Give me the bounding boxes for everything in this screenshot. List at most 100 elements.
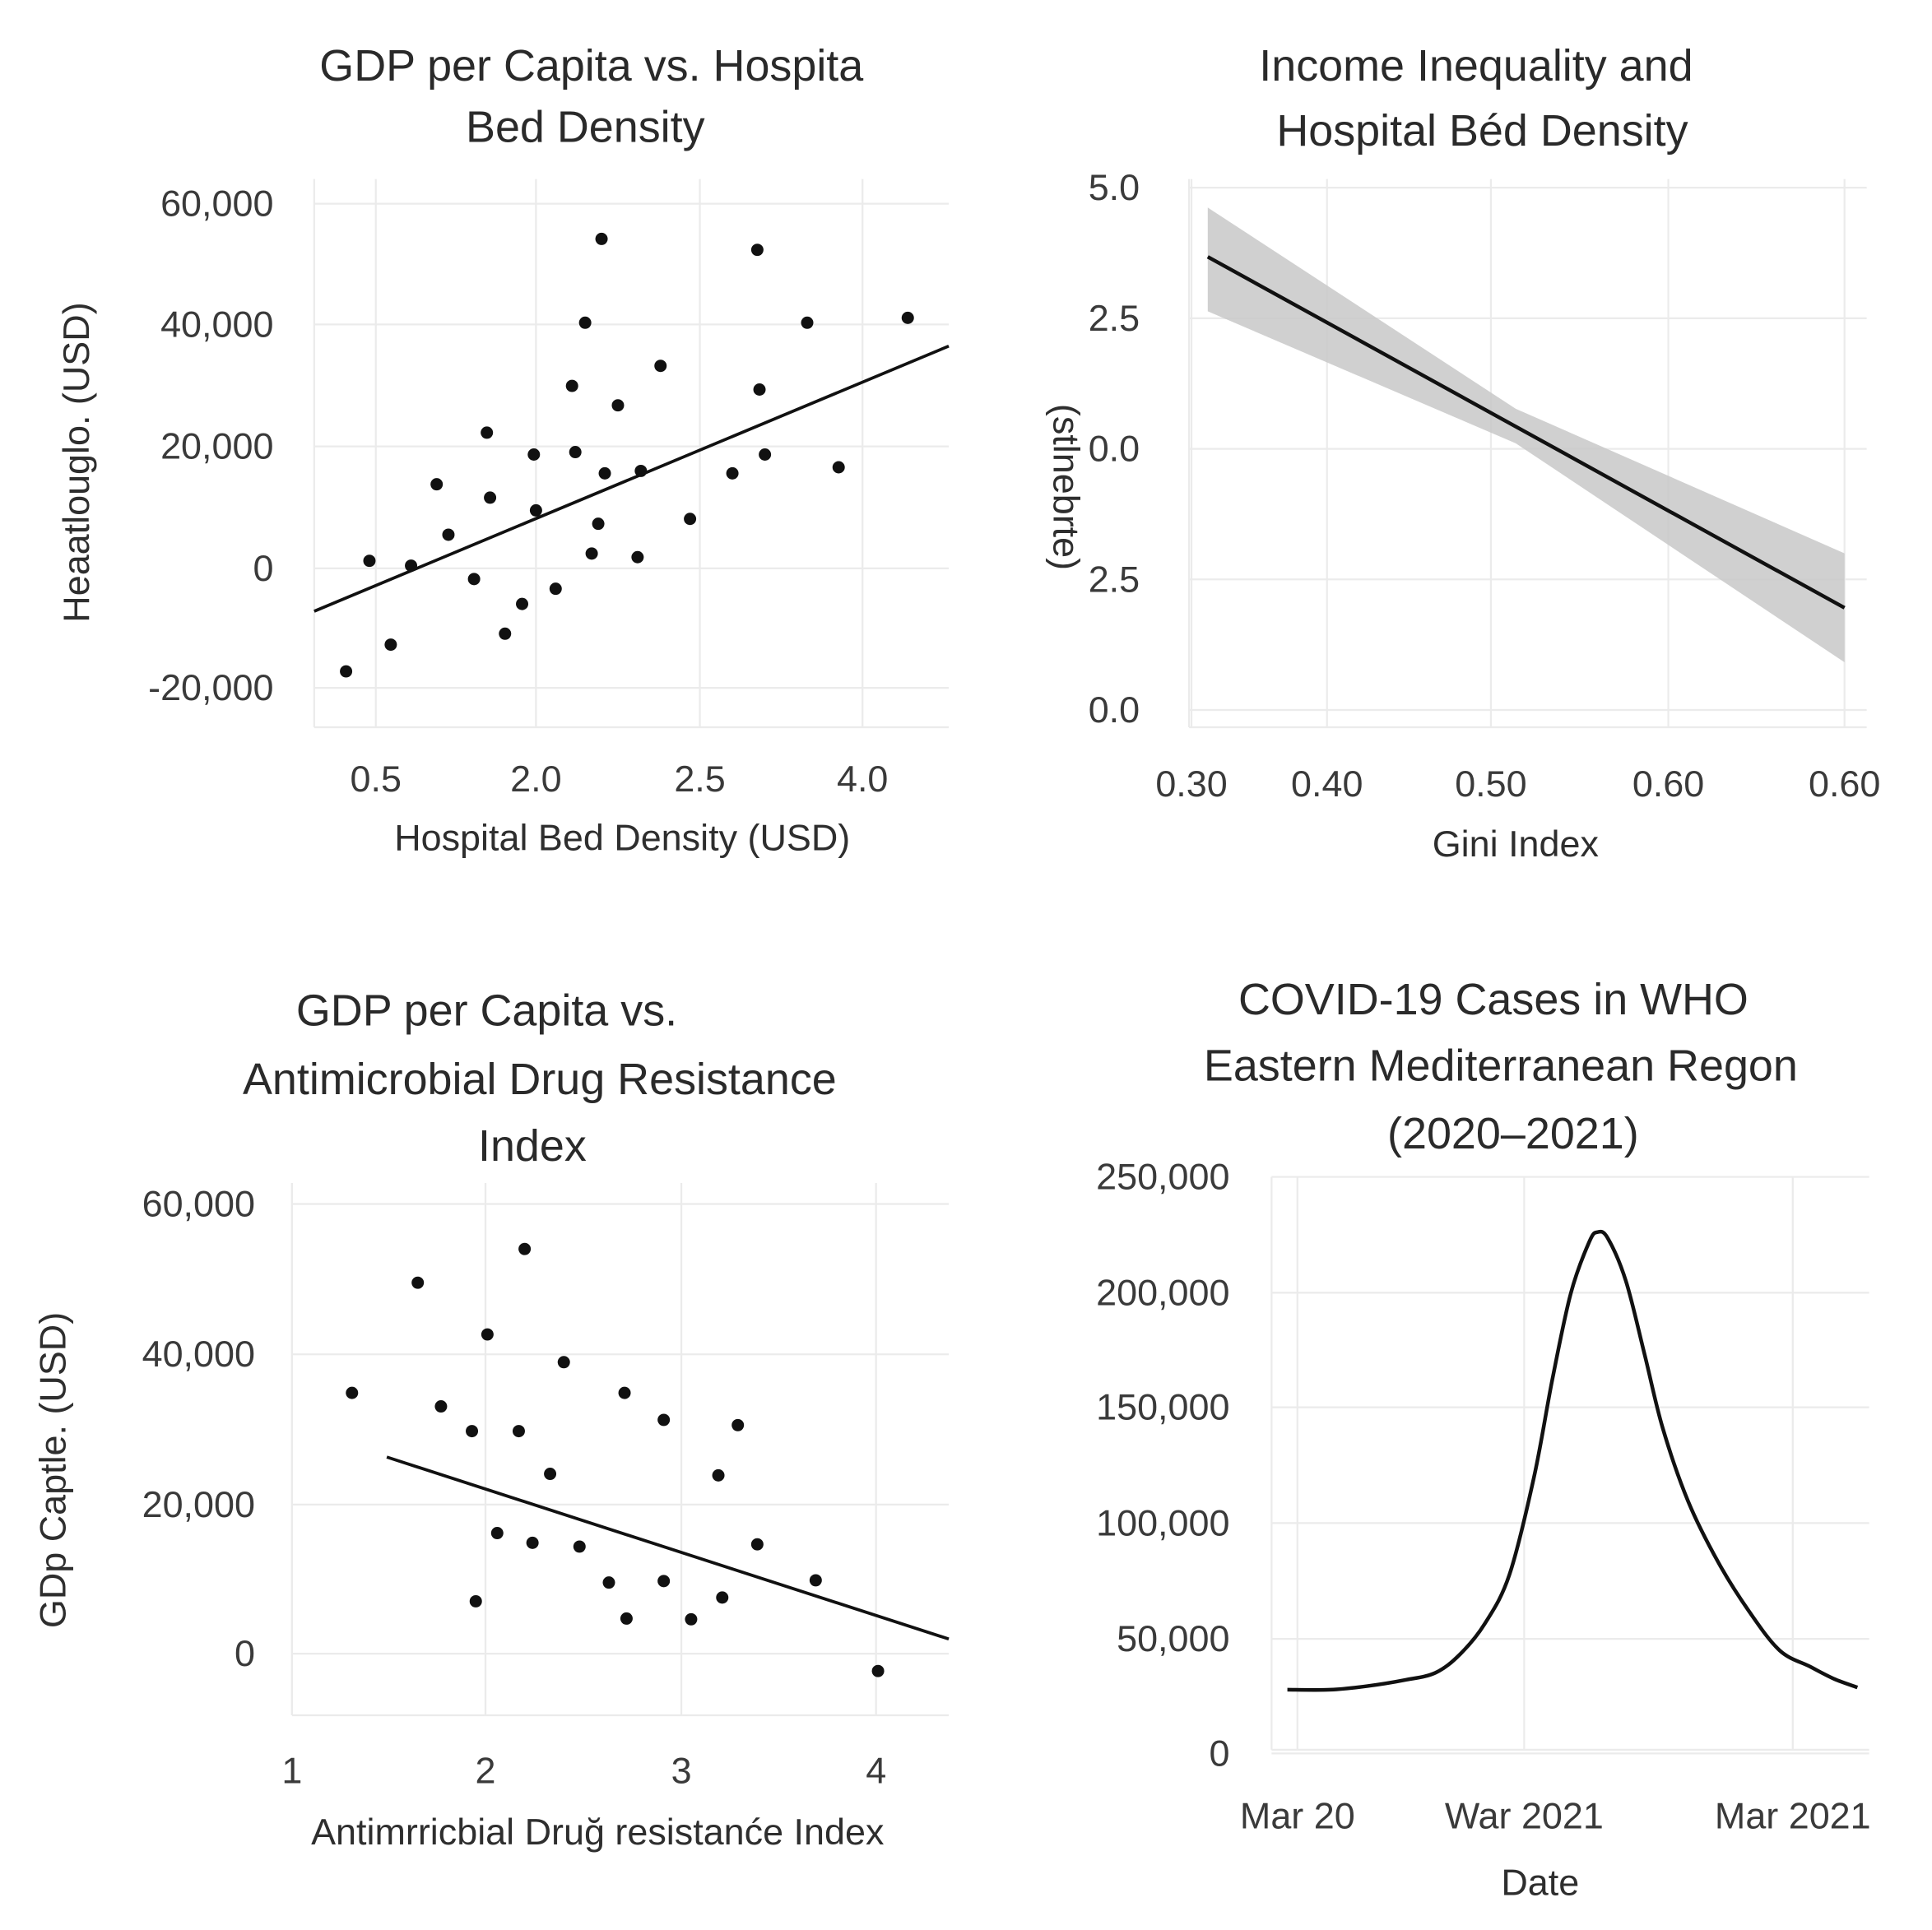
data-point bbox=[611, 399, 625, 412]
data-point bbox=[434, 1400, 448, 1413]
x-tick-label: 0.5 bbox=[351, 758, 402, 800]
y-tick-label: 0 bbox=[235, 1632, 255, 1674]
data-point bbox=[750, 244, 764, 257]
data-point bbox=[499, 627, 512, 640]
chart-title-line: COVID-19 Cases in WHO bbox=[1238, 975, 1749, 1024]
y-tick-label: 2.5 bbox=[1089, 558, 1140, 600]
data-point bbox=[750, 1538, 764, 1551]
chart-title-line: (2020–2021) bbox=[1387, 1109, 1639, 1158]
x-tick-label: 0.30 bbox=[1155, 763, 1227, 805]
panel-inequality-vs-bed-density: Income Inequality and Hospital Béd Densi… bbox=[1045, 41, 1880, 865]
data-point bbox=[529, 503, 542, 517]
chart-title-line: Income Inequality and bbox=[1259, 41, 1693, 90]
data-point bbox=[684, 513, 697, 526]
data-point bbox=[544, 1468, 557, 1481]
data-point bbox=[712, 1468, 725, 1482]
panel-gdp-vs-antimicrobial-resistance: GDP per Capita vs. Antimicrobial Drug Re… bbox=[31, 986, 950, 1853]
data-point bbox=[716, 1591, 729, 1604]
x-axis-label: Gini Index bbox=[1433, 823, 1599, 865]
data-point bbox=[549, 582, 562, 596]
data-point bbox=[620, 1612, 633, 1625]
y-tick-label: 40,000 bbox=[160, 303, 273, 345]
chart-title-line: Index bbox=[478, 1121, 587, 1171]
data-point bbox=[518, 1242, 532, 1255]
x-tick-label: 0.40 bbox=[1291, 763, 1363, 805]
regression-line bbox=[386, 1455, 950, 1641]
data-point bbox=[809, 1574, 822, 1587]
data-point bbox=[578, 316, 592, 329]
y-axis-label: GDp Captle. (USD) bbox=[31, 1312, 73, 1628]
data-point bbox=[466, 1425, 479, 1438]
data-point bbox=[602, 1576, 615, 1589]
data-point bbox=[467, 573, 481, 586]
data-point bbox=[871, 1664, 885, 1677]
y-tick-label: -20,000 bbox=[148, 666, 273, 708]
data-point bbox=[801, 316, 814, 329]
y-tick-label: 2.5 bbox=[1089, 297, 1140, 339]
x-tick-label: 2 bbox=[476, 1749, 496, 1791]
x-tick-label: 4 bbox=[866, 1749, 886, 1791]
data-point bbox=[557, 1356, 570, 1369]
data-point bbox=[631, 550, 644, 564]
gridlines bbox=[290, 1183, 950, 1717]
y-tick-label: 100,000 bbox=[1096, 1501, 1229, 1543]
data-point bbox=[512, 1425, 525, 1438]
gridlines bbox=[313, 179, 950, 729]
data-point bbox=[598, 466, 611, 480]
data-point bbox=[657, 1413, 671, 1427]
x-tick-label: War 2021 bbox=[1445, 1795, 1604, 1837]
data-point bbox=[340, 665, 353, 678]
regression-line bbox=[313, 344, 950, 613]
data-point bbox=[618, 1386, 631, 1399]
data-point bbox=[569, 446, 582, 459]
data-point bbox=[753, 383, 766, 396]
y-tick-label: 20,000 bbox=[142, 1483, 255, 1525]
data-point bbox=[573, 1540, 586, 1553]
x-tick-label: Mar 2021 bbox=[1715, 1795, 1871, 1837]
x-tick-label: 1 bbox=[281, 1749, 302, 1791]
x-tick-label: 2.0 bbox=[510, 758, 561, 800]
data-point bbox=[481, 1328, 494, 1341]
chart-title-line: Hospital Béd Density bbox=[1276, 106, 1688, 155]
data-point bbox=[481, 426, 494, 439]
data-point bbox=[430, 478, 444, 491]
chart-title-line: Bed Density bbox=[466, 103, 705, 152]
x-tick-label: Mar 20 bbox=[1240, 1795, 1355, 1837]
y-tick-label: 40,000 bbox=[142, 1333, 255, 1375]
y-axis-label: (stlnebrte) bbox=[1045, 404, 1087, 570]
chart-title-line: GDP per Capita vs. bbox=[296, 986, 677, 1035]
confidence-band bbox=[1207, 207, 1845, 663]
gridlines bbox=[1270, 1176, 1869, 1755]
chart-title-line: GDP per Capita vs. Hospita bbox=[319, 41, 863, 90]
series-line-cases bbox=[1287, 1229, 1859, 1692]
y-tick-label: 0 bbox=[253, 547, 273, 589]
trend-line bbox=[1206, 255, 1846, 610]
data-point bbox=[592, 517, 605, 531]
data-point bbox=[484, 491, 497, 504]
x-tick-label: 2.5 bbox=[674, 758, 725, 800]
data-point bbox=[384, 638, 397, 652]
data-point bbox=[726, 466, 739, 480]
data-point bbox=[657, 1575, 671, 1588]
x-axis-label: Date bbox=[1501, 1862, 1579, 1904]
data-point bbox=[490, 1527, 504, 1540]
x-tick-label: 0.60 bbox=[1809, 763, 1880, 805]
chart-title-line: Eastern Mediterranean Regon bbox=[1204, 1042, 1798, 1091]
panel-covid-cases: COVID-19 Cases in WHO Eastern Mediterran… bbox=[1096, 975, 1871, 1904]
data-point bbox=[685, 1612, 698, 1626]
panel-gdp-vs-bed-density: GDP per Capita vs. Hospita Bed Density H… bbox=[55, 41, 950, 859]
data-point bbox=[363, 554, 376, 568]
chart-title-line: Antimicrobial Drug Resistance bbox=[243, 1055, 837, 1104]
data-point bbox=[527, 448, 541, 461]
y-tick-label: 0.0 bbox=[1089, 689, 1140, 731]
data-point bbox=[346, 1386, 359, 1399]
y-axis-label: Heaatlouglo. (USD) bbox=[55, 302, 97, 622]
data-point bbox=[832, 461, 845, 474]
gridlines bbox=[1187, 179, 1867, 729]
y-tick-label: 0 bbox=[1209, 1732, 1229, 1774]
x-tick-label: 0.50 bbox=[1455, 763, 1526, 805]
y-tick-label: 20,000 bbox=[160, 425, 273, 467]
data-point bbox=[654, 360, 667, 373]
data-point bbox=[411, 1276, 425, 1289]
